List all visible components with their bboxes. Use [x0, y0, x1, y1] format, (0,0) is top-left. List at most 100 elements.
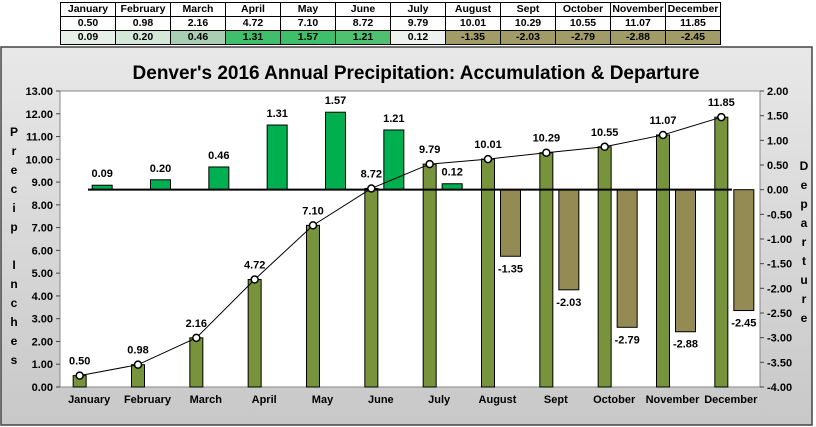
table-cell: -2.45 — [665, 30, 721, 45]
accumulation-label: 10.29 — [533, 133, 561, 145]
departure-label: 1.57 — [325, 95, 346, 107]
table-cell: 7.10 — [280, 16, 336, 31]
accumulation-bar — [597, 146, 612, 388]
y2-axis-title-letter: r — [802, 235, 807, 249]
y-tick-label: 6.00 — [32, 245, 53, 257]
departure-label: 1.21 — [383, 113, 404, 125]
accumulation-label: 11.07 — [650, 115, 677, 127]
table-cell: 10.01 — [445, 16, 501, 31]
table-cell: 11.07 — [610, 16, 666, 31]
y-tick-label: 7.00 — [32, 223, 53, 235]
x-tick-label: June — [368, 394, 394, 406]
table-cell: 0.98 — [115, 16, 171, 31]
departure-bar — [266, 124, 288, 191]
table-cell: 9.79 — [390, 16, 446, 31]
y-axis-title-letter: r — [12, 144, 17, 158]
table-cell: June — [335, 2, 391, 17]
y-axis-title-letter: i — [12, 201, 15, 215]
accumulation-marker — [658, 130, 668, 140]
accumulation-bar — [364, 187, 379, 388]
table-header-row: January February March April May June July Augu… — [60, 2, 721, 17]
table-cell: Sept — [500, 2, 556, 17]
accumulation-label: 11.85 — [708, 97, 735, 109]
table-cell: 0.09 — [60, 30, 116, 45]
x-tick-label: March — [190, 394, 223, 406]
table-cell: January — [60, 2, 116, 17]
table-cell: 0.46 — [170, 30, 226, 45]
table-departure-row: 0.09 0.20 0.46 1.31 1.57 1.21 0.12 -1.35 -2.03 -2… — [60, 30, 721, 45]
y2-axis-title-letter: t — [802, 254, 806, 268]
departure-label: -2.45 — [731, 318, 756, 330]
departure-bar — [616, 189, 638, 328]
y-tick-label: 5.00 — [32, 268, 53, 280]
y-tick-label: 1.00 — [32, 359, 53, 371]
y-axis-title-letter: c — [11, 296, 18, 310]
table-cell: February — [115, 2, 171, 17]
departure-label: -2.88 — [673, 339, 698, 351]
accumulation-marker — [75, 371, 84, 380]
departure-bar — [675, 189, 696, 333]
y-axis-title-letter: s — [11, 353, 18, 367]
departure-bar — [383, 129, 405, 191]
departure-bar — [150, 179, 171, 191]
departure-bar — [325, 111, 346, 191]
table-cell: -2.88 — [610, 30, 666, 45]
accumulation-marker — [600, 142, 609, 152]
table-cell: 1.57 — [280, 30, 336, 45]
table-cell: 1.21 — [335, 30, 391, 45]
y2-axis-title-letter: a — [801, 216, 808, 230]
table-cell: December — [665, 2, 721, 17]
table-accumulation-row: 0.50 0.98 2.16 4.72 7.10 8.72 9.79 10.01 10.29 10… — [60, 16, 721, 31]
accumulation-marker — [542, 148, 551, 157]
y-tick-label: 2.00 — [32, 336, 53, 348]
chart-title: Denver's 2016 Annual Precipitation: Accu… — [133, 63, 700, 84]
y2-tick-label: -3.00 — [767, 333, 792, 345]
departure-bar — [208, 166, 230, 191]
y-tick-label: 0.00 — [32, 382, 53, 394]
y-axis-title-letter: n — [10, 277, 17, 291]
x-tick-label: October — [593, 394, 636, 406]
accumulation-bar — [422, 163, 437, 388]
y2-tick-label: -2.00 — [767, 283, 792, 295]
y2-axis-title-letter: r — [802, 292, 807, 306]
accumulation-marker — [367, 184, 376, 193]
table-cell: 10.55 — [555, 16, 611, 31]
y2-tick-label: 0.00 — [767, 185, 788, 197]
table-cell: August — [445, 2, 501, 17]
departure-label: -2.79 — [615, 334, 640, 346]
accumulation-label: 4.72 — [244, 260, 265, 272]
y-axis-title-letter: h — [10, 315, 17, 329]
y2-tick-label: -2.50 — [767, 308, 792, 320]
accumulation-bar — [247, 279, 262, 388]
accumulation-label: 8.72 — [361, 168, 382, 180]
table-cell: May — [280, 2, 336, 17]
chart: Denver's 2016 Annual Precipitation: Accu… — [0, 46, 813, 426]
departure-bar — [558, 189, 580, 291]
accumulation-label: 9.79 — [419, 144, 440, 156]
y-tick-label: 11.00 — [26, 132, 53, 144]
accumulation-bar — [714, 116, 729, 388]
y-axis-title-letter: I — [12, 258, 15, 272]
x-tick-label: February — [124, 394, 172, 406]
accumulation-marker — [717, 112, 726, 122]
table-cell: 2.16 — [170, 16, 226, 31]
y2-axis-title-letter: D — [800, 159, 809, 173]
x-tick-label: Sept — [544, 394, 568, 406]
y2-tick-label: 2.00 — [767, 86, 788, 98]
y2-axis-title-letter: u — [800, 273, 807, 287]
departure-label: 0.46 — [208, 150, 229, 162]
y2-tick-label: -4.00 — [767, 382, 792, 394]
accumulation-label: 0.50 — [69, 356, 90, 368]
plot-area — [59, 90, 761, 388]
departure-bar — [733, 189, 755, 312]
y2-tick-label: 1.50 — [767, 111, 788, 123]
table-cell: -2.79 — [555, 30, 611, 45]
table-cell: 10.29 — [500, 16, 556, 31]
departure-label: -1.35 — [498, 263, 523, 275]
y-axis-title-letter: p — [10, 220, 17, 234]
accumulation-marker — [308, 221, 318, 230]
table-cell: 4.72 — [225, 16, 281, 31]
table-cell: 0.20 — [115, 30, 171, 45]
y2-tick-label: -1.50 — [767, 259, 792, 271]
